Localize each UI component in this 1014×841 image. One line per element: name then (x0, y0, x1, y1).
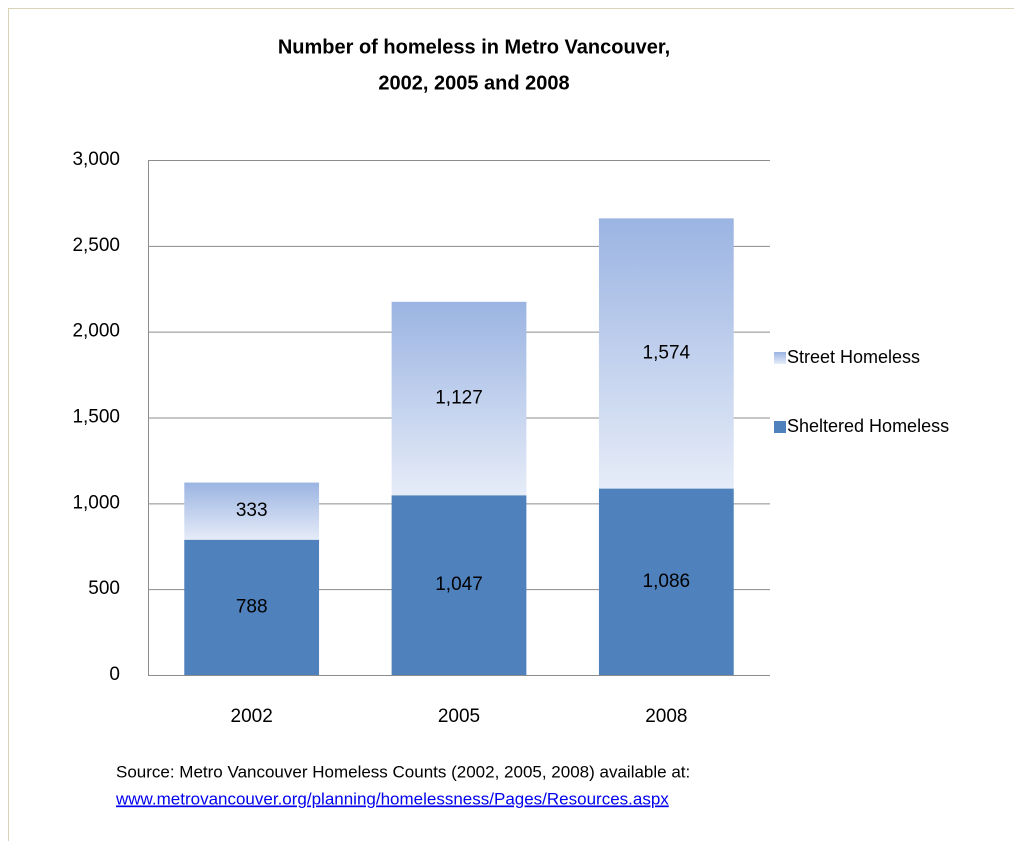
y-tick-label: 1,000 (72, 492, 120, 513)
legend-swatch (774, 421, 786, 433)
bar-segment (598, 488, 734, 675)
y-tick-label: 0 (109, 664, 120, 685)
bar-segment (598, 218, 734, 489)
x-tick-label: 2002 (231, 706, 273, 727)
data-label: 333 (236, 500, 268, 521)
y-tick-label: 2,000 (72, 321, 120, 342)
x-tick-label: 2008 (645, 706, 687, 727)
legend-swatch (774, 352, 786, 364)
legend-label: Sheltered Homeless (787, 416, 949, 436)
y-tick-label: 1,500 (72, 407, 120, 428)
y-tick-label: 500 (88, 578, 120, 599)
bar-segment (391, 495, 527, 675)
source-note: Source: Metro Vancouver Homeless Counts … (116, 762, 690, 781)
y-tick-label: 3,000 (72, 149, 120, 170)
bar-segment (184, 482, 320, 540)
data-label: 1,127 (435, 388, 483, 409)
x-tick-label: 2005 (438, 706, 480, 727)
data-label: 788 (236, 596, 268, 617)
legend-label: Street Homeless (787, 347, 920, 367)
y-tick-label: 2,500 (72, 235, 120, 256)
bar-segment (184, 539, 320, 675)
data-label: 1,086 (643, 571, 691, 592)
chart-title: 2002, 2005 and 2008 (378, 72, 569, 94)
source-link[interactable]: www.metrovancouver.org/planning/homeless… (115, 789, 669, 808)
data-label: 1,047 (435, 574, 483, 595)
bar-segment (391, 301, 527, 496)
chart-title: Number of homeless in Metro Vancouver, (278, 36, 670, 58)
data-label: 1,574 (643, 342, 691, 363)
